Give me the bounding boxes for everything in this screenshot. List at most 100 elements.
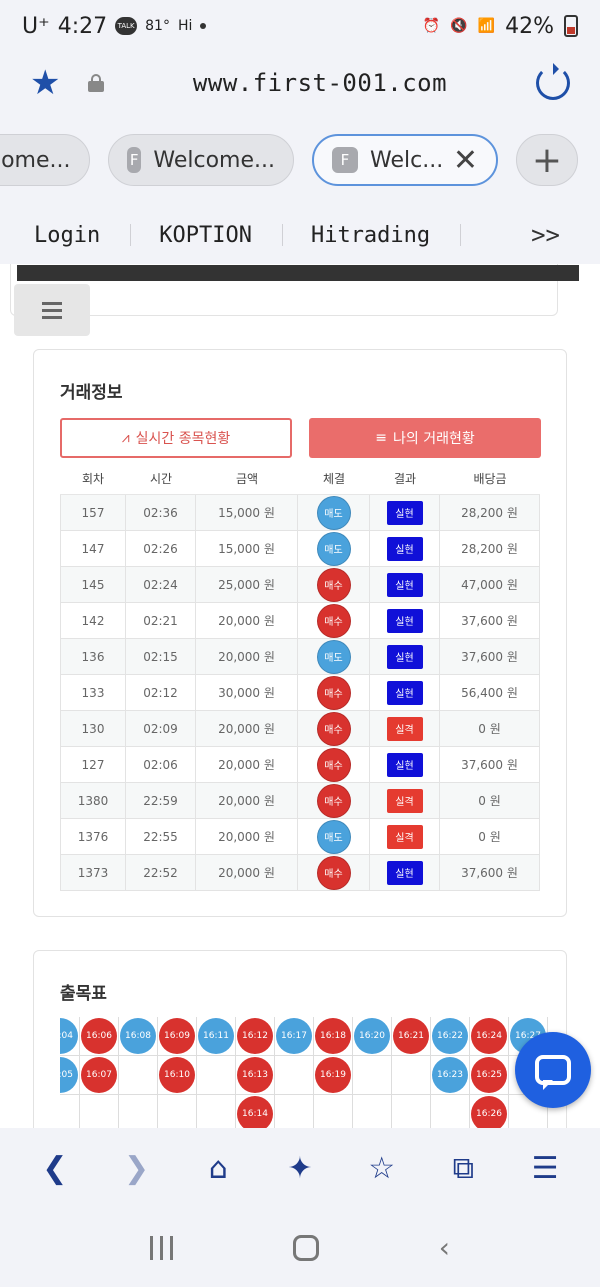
cell-round: 127 [60, 747, 126, 782]
tab-2[interactable]: F Welcome... [108, 134, 294, 186]
header-dark-bar [17, 265, 579, 281]
chart-title: 출목표 [60, 984, 107, 1004]
live-status-button[interactable]: ⩘ 실시간 종목현황 [60, 418, 292, 458]
cell-payout: 28,200 원 [440, 531, 540, 566]
cell-result: 실격 [370, 711, 440, 746]
table-row: 127 02:06 20,000 원 매수 실현 37,600 원 [60, 747, 540, 783]
col-amount: 금액 [235, 472, 259, 486]
cell-side: 매수 [298, 783, 370, 818]
cell-amount: 20,000 원 [196, 603, 298, 638]
table-header: 회차 시간 금액 체결 결과 배당금 [60, 470, 540, 494]
grid-cell [197, 1056, 236, 1095]
cell-round: 145 [60, 567, 126, 602]
table-row: 157 02:36 15,000 원 매도 실현 28,200 원 [60, 495, 540, 531]
tabs-icon[interactable]: ⧉ [452, 1150, 475, 1186]
side-badge: 매수 [316, 603, 351, 638]
grid-cell [314, 1095, 353, 1128]
top-card [10, 264, 579, 316]
home-button-icon[interactable] [292, 1234, 319, 1261]
bookmark-hitrading[interactable]: Hitrading [310, 222, 431, 248]
result-badge: 실현 [386, 752, 423, 777]
result-badge: 실격 [386, 788, 423, 813]
result-grid[interactable]: 16:04 16:0516:0616:0716:0816:0916:1016:11… [60, 1017, 548, 1128]
bookmarks-icon[interactable]: ☆ [368, 1150, 396, 1186]
recents-icon[interactable] [149, 1235, 173, 1260]
trade-info-card: 거래정보 ⩘ 실시간 종목현황 ≡ 나의 거래현황 회차 시간 금액 체결 결과… [33, 349, 567, 917]
cell-amount: 15,000 원 [196, 531, 298, 566]
reload-icon[interactable] [536, 63, 570, 100]
more-menu-icon[interactable]: ☰ [531, 1150, 559, 1186]
grid-cell [353, 1017, 392, 1056]
table-row: 142 02:21 20,000 원 매수 실현 37,600 원 [60, 603, 540, 639]
cell-round: 136 [60, 639, 126, 674]
result-badge: 실현 [386, 608, 423, 633]
tab-1[interactable]: come... [0, 134, 90, 186]
tab-3-active[interactable]: F Welc... ✕ [312, 134, 498, 186]
bookmark-separator [460, 224, 462, 246]
grid-cell [158, 1095, 197, 1128]
grid-cell [353, 1095, 392, 1128]
live-status-label: 실시간 종목현황 [135, 431, 231, 447]
col-side: 체결 [322, 472, 346, 486]
grid-cell [197, 1017, 236, 1056]
result-ball: 16:25 [471, 1057, 507, 1093]
cell-round: 1380 [60, 783, 126, 818]
bookmark-koption[interactable]: KOPTION [159, 222, 252, 248]
cell-time: 22:55 [126, 819, 196, 854]
grid-cell [314, 1017, 353, 1056]
grid-cell [470, 1056, 509, 1095]
chat-icon[interactable] [515, 1032, 591, 1108]
back-icon[interactable]: ❮ [42, 1150, 68, 1186]
grid-cell [119, 1056, 158, 1095]
menu-icon[interactable] [14, 284, 90, 336]
lock-icon[interactable] [88, 74, 104, 92]
grid-cell [353, 1056, 392, 1095]
side-badge: 매수 [316, 675, 351, 710]
grid-cell [392, 1017, 431, 1056]
result-ball: 16:17 [276, 1018, 312, 1054]
cell-round: 142 [60, 603, 126, 638]
forward-icon[interactable]: ❯ [123, 1150, 150, 1186]
cell-result: 실현 [370, 675, 440, 710]
system-back-icon[interactable]: ‹ [438, 1231, 450, 1264]
result-ball: 16:13 [237, 1057, 273, 1093]
bookmark-separator [281, 224, 283, 246]
bookmark-login[interactable]: Login [34, 222, 101, 248]
new-tab-button[interactable]: + [516, 134, 578, 186]
cell-result: 실격 [370, 819, 440, 854]
cell-time: 02:36 [126, 495, 196, 530]
cell-payout: 37,600 원 [440, 603, 540, 638]
bookmarks-bar: Login KOPTION Hitrading >> [0, 206, 600, 264]
cell-amount: 20,000 원 [196, 639, 298, 674]
table-row: 147 02:26 15,000 원 매도 실현 28,200 원 [60, 531, 540, 567]
cell-payout: 37,600 원 [440, 639, 540, 674]
cell-round: 147 [60, 531, 126, 566]
result-ball: 16:20 [354, 1018, 390, 1054]
bookmarks-more-button[interactable]: >> [531, 221, 560, 249]
home-icon[interactable]: ⌂ [208, 1150, 228, 1186]
cell-result: 실현 [370, 747, 440, 782]
result-ball: 16:08 [120, 1018, 156, 1054]
cell-amount: 20,000 원 [196, 747, 298, 782]
close-tab-icon[interactable]: ✕ [452, 142, 478, 178]
star-icon[interactable]: ★ [30, 63, 61, 103]
sparkle-icon[interactable]: ✦ [287, 1150, 313, 1186]
table-row: 1380 22:59 20,000 원 매수 실격 0 원 [60, 783, 540, 819]
my-trades-button[interactable]: ≡ 나의 거래현황 [309, 418, 541, 458]
url-bar: ★ www.first-001.com [0, 52, 600, 114]
cell-round: 133 [60, 675, 126, 710]
pulse-icon: ⩘ [121, 430, 130, 446]
cell-payout: 28,200 원 [440, 495, 540, 530]
cell-payout: 37,600 원 [440, 855, 540, 890]
battery-icon [564, 15, 578, 37]
carrier-label: U⁺ [22, 13, 50, 39]
url-text[interactable]: www.first-001.com [192, 69, 448, 97]
bookmark-separator [130, 224, 132, 246]
cell-payout: 0 원 [440, 819, 540, 854]
result-ball: 16:21 [393, 1018, 429, 1054]
trade-table-body[interactable]: 157 02:36 15,000 원 매도 실현 28,200 원 147 02:26 15,0… [60, 494, 540, 892]
result-ball: 16:24 [471, 1018, 507, 1054]
result-ball: 16:11 [198, 1018, 234, 1054]
side-badge: 매도 [316, 495, 351, 530]
table-row: 1376 22:55 20,000 원 매도 실격 0 원 [60, 819, 540, 855]
